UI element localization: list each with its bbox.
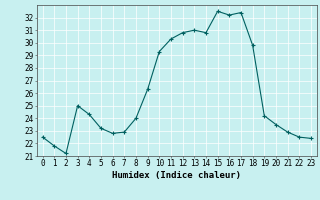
X-axis label: Humidex (Indice chaleur): Humidex (Indice chaleur) bbox=[112, 171, 241, 180]
